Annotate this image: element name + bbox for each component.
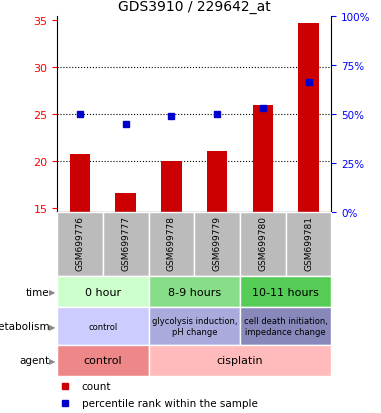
Bar [240, 213, 286, 277]
Bar [149, 345, 331, 376]
Text: control: control [83, 355, 122, 366]
Text: agent: agent [19, 355, 50, 366]
Text: GSM699776: GSM699776 [75, 216, 85, 271]
Text: cell death initiation,
impedance change: cell death initiation, impedance change [244, 317, 328, 336]
Text: GSM699779: GSM699779 [213, 216, 222, 271]
Text: ▶: ▶ [49, 288, 55, 297]
Text: GSM699780: GSM699780 [258, 216, 267, 271]
Text: percentile rank within the sample: percentile rank within the sample [82, 398, 258, 408]
Bar [57, 277, 149, 308]
Bar [149, 213, 194, 277]
Text: GSM699777: GSM699777 [121, 216, 130, 271]
Text: GSM699778: GSM699778 [167, 216, 176, 271]
Text: ▶: ▶ [49, 322, 55, 331]
Bar [103, 213, 149, 277]
Text: ▶: ▶ [49, 356, 55, 365]
Bar [161, 161, 182, 213]
Text: cisplatin: cisplatin [217, 355, 263, 366]
Bar [149, 308, 240, 345]
Text: metabolism: metabolism [0, 321, 50, 331]
Text: 10-11 hours: 10-11 hours [252, 287, 319, 297]
Bar [57, 345, 149, 376]
Bar [70, 155, 90, 213]
Text: 8-9 hours: 8-9 hours [168, 287, 221, 297]
Bar [115, 194, 136, 213]
Text: count: count [82, 381, 111, 391]
Bar [240, 308, 331, 345]
Bar [298, 24, 319, 213]
Bar [253, 105, 273, 213]
Text: GSM699781: GSM699781 [304, 216, 313, 271]
Bar [240, 277, 331, 308]
Bar [57, 213, 103, 277]
Text: glycolysis induction,
pH change: glycolysis induction, pH change [152, 317, 237, 336]
Text: control: control [88, 322, 117, 331]
Bar [57, 308, 149, 345]
Bar [194, 213, 240, 277]
Bar [207, 152, 227, 213]
Bar [149, 277, 240, 308]
Bar [286, 213, 331, 277]
Text: time: time [26, 287, 50, 297]
Title: GDS3910 / 229642_at: GDS3910 / 229642_at [118, 0, 271, 14]
Text: 0 hour: 0 hour [85, 287, 121, 297]
